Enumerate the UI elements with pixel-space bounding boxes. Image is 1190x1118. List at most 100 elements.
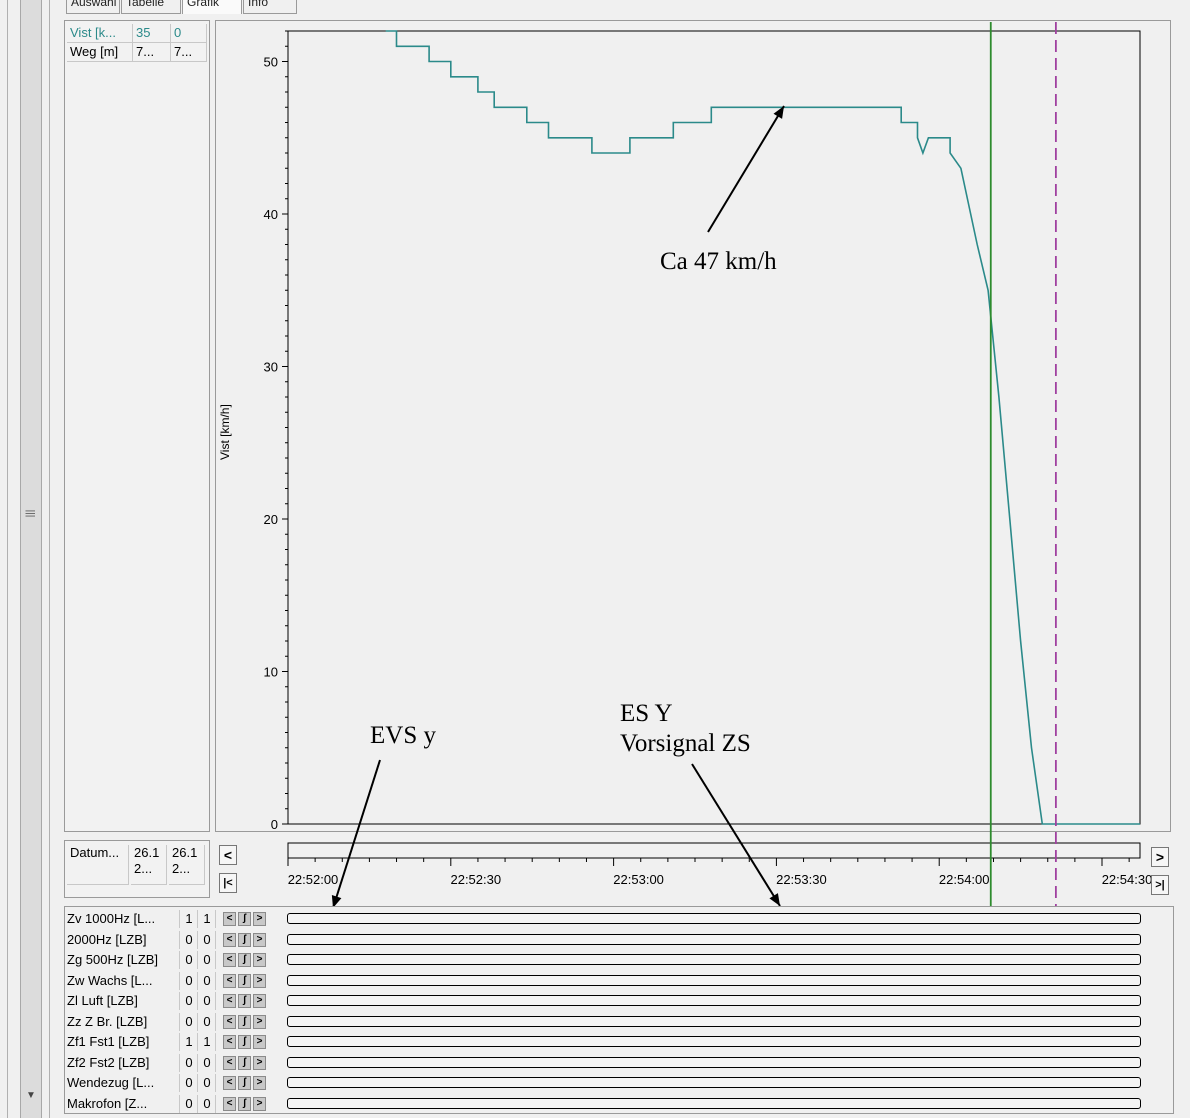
signal-edge-button[interactable]: ʃ (238, 1055, 251, 1070)
scroll-down-icon[interactable]: ▼ (26, 1090, 36, 1101)
left-sidebar-gutter: ||| ▼ (0, 0, 60, 1118)
signal-next-button[interactable]: > (253, 994, 266, 1008)
signal-edge-button[interactable]: ʃ (238, 973, 251, 988)
signal-track (287, 933, 1141, 945)
signal-prev-button[interactable]: < (223, 932, 236, 947)
y-tick-label: 40 (264, 207, 278, 222)
signal-name: 2000Hz [LZB] (67, 930, 180, 949)
plot-area (287, 30, 1141, 825)
signal-row[interactable]: Zw Wachs [L... 0 0 < ʃ > (65, 971, 1175, 991)
date-label: Datum... (67, 845, 129, 885)
x-tick-label: 22:54:30 (1102, 872, 1153, 887)
signal-value: 0 (181, 1053, 198, 1072)
signal-row[interactable]: 2000Hz [LZB] 0 0 < ʃ > (65, 930, 1175, 950)
signal-prev-button[interactable]: < (223, 1055, 236, 1070)
signal-name: Zv 1000Hz [L... (67, 910, 180, 928)
gutter-line (49, 0, 50, 1118)
annotations (331, 105, 785, 909)
signal-prev-button[interactable]: < (223, 994, 236, 1008)
signal-edge-button[interactable]: ʃ (238, 1014, 251, 1029)
signal-row[interactable]: Zl Luft [LZB] 0 0 < ʃ > (65, 991, 1175, 1011)
x-scrollbar (287, 842, 1141, 859)
signal-row[interactable]: Wendezug [L... 0 0 < ʃ > (65, 1073, 1175, 1093)
signal-row[interactable]: Zz Z Br. [LZB] 0 0 < ʃ > (65, 1012, 1175, 1032)
signal-track (287, 954, 1141, 965)
signal-prev-button[interactable]: < (223, 1014, 236, 1029)
signal-track (287, 1097, 1141, 1109)
annotation-es: ES Y (620, 700, 673, 727)
vertical-splitter[interactable] (20, 0, 42, 1118)
signal-value: 0 (181, 1094, 198, 1113)
signal-row[interactable]: Makrofon [Z... 0 0 < ʃ > (65, 1094, 1175, 1114)
signal-edge-button[interactable]: ʃ (238, 994, 251, 1008)
signal-row[interactable]: Zv 1000Hz [L... 1 1 < ʃ > (65, 909, 1175, 929)
tab-auswahl[interactable]: Auswahl (66, 0, 120, 14)
scroll-left-button[interactable]: < (219, 845, 237, 865)
value-table: Vist [k... 35 0 Weg [m] 7... 7... (64, 20, 210, 832)
chart-panel (215, 20, 1171, 832)
signal-next-button[interactable]: > (253, 1035, 266, 1049)
annotation-vorsignal: Vorsignal ZS (620, 730, 751, 757)
signal-next-button[interactable]: > (253, 1096, 266, 1111)
signal-row[interactable]: Zf2 Fst2 [LZB] 0 0 < ʃ > (65, 1053, 1175, 1073)
signal-next-button[interactable]: > (253, 932, 266, 947)
signal-next-button[interactable]: > (253, 1014, 266, 1029)
y-tick-label: 50 (264, 55, 278, 70)
signal-edge-button[interactable]: ʃ (238, 1096, 251, 1111)
signal-value: 1 (199, 1033, 216, 1051)
signal-name: Zf2 Fst2 [LZB] (67, 1053, 180, 1072)
signal-row[interactable]: Zf1 Fst1 [LZB] 1 1 < ʃ > (65, 1032, 1175, 1052)
date-value: 26.1 2... (131, 845, 167, 885)
signal-value: 0 (199, 1053, 216, 1072)
signal-value: 0 (199, 930, 216, 949)
signal-name: Zf1 Fst1 [LZB] (67, 1033, 180, 1051)
signal-next-button[interactable]: > (253, 1055, 266, 1070)
date-value: 26.1 2... (169, 845, 205, 885)
signal-prev-button[interactable]: < (223, 1096, 236, 1111)
signal-value: 0 (199, 1012, 216, 1031)
gutter-line (7, 0, 8, 1118)
value-name: Weg [m] (67, 43, 133, 62)
signal-track (287, 974, 1141, 986)
signal-name: Zl Luft [LZB] (67, 992, 180, 1010)
annotation-evs: EVS y (370, 722, 436, 749)
scroll-right-button[interactable]: > (1151, 847, 1169, 867)
signal-next-button[interactable]: > (253, 1076, 266, 1090)
arrow-es (691, 763, 781, 907)
signal-edge-button[interactable]: ʃ (238, 932, 251, 947)
signal-value: 0 (199, 951, 216, 969)
x-tick-label: 22:52:30 (450, 872, 501, 887)
signal-row[interactable]: Zg 500Hz [LZB] 0 0 < ʃ > (65, 950, 1175, 970)
signal-name: Zz Z Br. [LZB] (67, 1012, 180, 1031)
signal-name: Zg 500Hz [LZB] (67, 951, 180, 969)
scroll-last-button[interactable]: >| (1151, 875, 1169, 895)
signal-edge-button[interactable]: ʃ (238, 912, 251, 926)
tab-info[interactable]: Info (243, 0, 297, 14)
arrow-speed (707, 105, 785, 233)
signal-next-button[interactable]: > (253, 912, 266, 926)
signal-edge-button[interactable]: ʃ (238, 1035, 251, 1049)
signal-prev-button[interactable]: < (223, 1076, 236, 1090)
arrow-evs-head (331, 895, 342, 908)
series-line-vist (385, 30, 1140, 825)
tab-tabelle[interactable]: Tabelle (121, 0, 181, 14)
signal-prev-button[interactable]: < (223, 953, 236, 967)
value-cell: 0 (171, 24, 207, 43)
signal-prev-button[interactable]: < (223, 973, 236, 988)
signal-track (287, 1077, 1141, 1088)
signal-track (287, 995, 1141, 1006)
arrow-speed-head (773, 106, 784, 119)
signal-edge-button[interactable]: ʃ (238, 953, 251, 967)
signal-value: 0 (199, 992, 216, 1010)
signal-prev-button[interactable]: < (223, 1035, 236, 1049)
tab-grafik[interactable]: Grafik (182, 0, 242, 14)
signal-value: 1 (199, 910, 216, 928)
y-tick-label: 10 (264, 665, 278, 680)
y-tick-label: 0 (271, 817, 278, 832)
signal-next-button[interactable]: > (253, 973, 266, 988)
signal-prev-button[interactable]: < (223, 912, 236, 926)
signal-edge-button[interactable]: ʃ (238, 1076, 251, 1090)
signal-next-button[interactable]: > (253, 953, 266, 967)
value-cell: 7... (171, 43, 207, 62)
scroll-first-button[interactable]: |< (219, 873, 237, 893)
